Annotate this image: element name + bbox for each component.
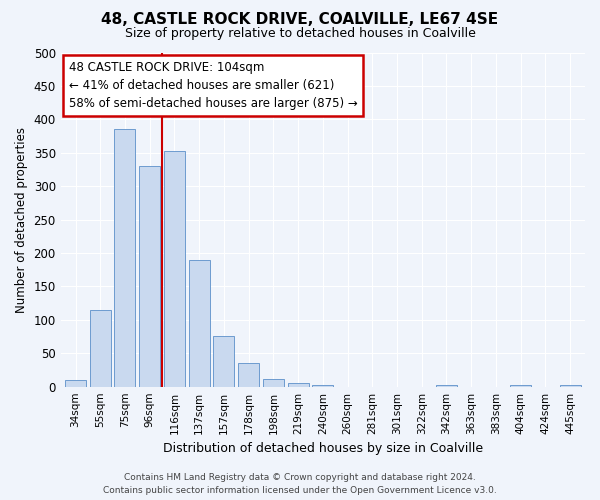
Bar bbox=[287, 384, 308, 386]
X-axis label: Distribution of detached houses by size in Coalville: Distribution of detached houses by size … bbox=[163, 442, 483, 455]
Bar bbox=[214, 336, 235, 386]
Bar bbox=[164, 152, 185, 386]
Text: 48, CASTLE ROCK DRIVE, COALVILLE, LE67 4SE: 48, CASTLE ROCK DRIVE, COALVILLE, LE67 4… bbox=[101, 12, 499, 28]
Bar bbox=[65, 380, 86, 386]
Bar bbox=[188, 260, 209, 386]
Bar bbox=[115, 130, 136, 386]
Bar bbox=[263, 378, 284, 386]
Text: 48 CASTLE ROCK DRIVE: 104sqm
← 41% of detached houses are smaller (621)
58% of s: 48 CASTLE ROCK DRIVE: 104sqm ← 41% of de… bbox=[68, 61, 357, 110]
Text: Contains HM Land Registry data © Crown copyright and database right 2024.
Contai: Contains HM Land Registry data © Crown c… bbox=[103, 474, 497, 495]
Bar bbox=[90, 310, 111, 386]
Bar bbox=[139, 166, 160, 386]
Text: Size of property relative to detached houses in Coalville: Size of property relative to detached ho… bbox=[125, 28, 475, 40]
Y-axis label: Number of detached properties: Number of detached properties bbox=[15, 126, 28, 312]
Bar bbox=[238, 362, 259, 386]
